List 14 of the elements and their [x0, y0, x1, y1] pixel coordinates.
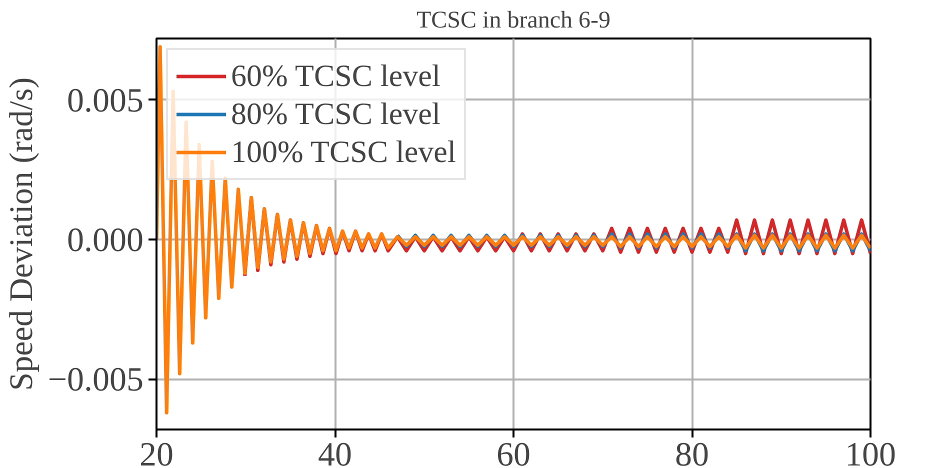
y-tick-label: 0.000 — [67, 222, 144, 260]
x-tick-label: 40 — [318, 436, 352, 468]
y-tick-label: 0.005 — [67, 82, 144, 120]
x-tick-label: 60 — [496, 436, 530, 468]
chart-title: TCSC in branch 6-9 — [416, 8, 610, 34]
legend-label: 60% TCSC level — [231, 58, 441, 94]
x-tick-label: 80 — [675, 436, 709, 468]
legend-label: 80% TCSC level — [231, 96, 441, 132]
x-tick-label: 100 — [845, 436, 896, 468]
y-tick-label: −0.005 — [48, 362, 144, 399]
x-tick-label: 20 — [140, 436, 174, 468]
legend-label: 100% TCSC level — [231, 134, 456, 170]
y-axis-title: Speed Deviation (rad/s) — [4, 77, 40, 391]
line-series — [156, 45, 870, 414]
